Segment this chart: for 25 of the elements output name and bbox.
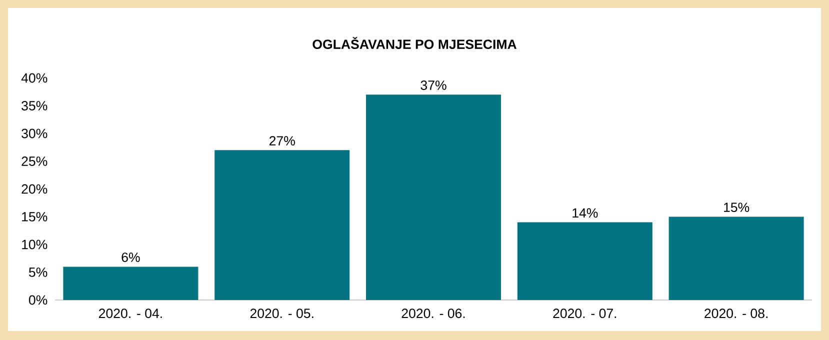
y-tick-label: 15% xyxy=(22,212,48,222)
y-tick-label: 0% xyxy=(28,295,48,305)
data-label: 15% xyxy=(724,202,750,212)
y-tick-label: 20% xyxy=(22,184,48,194)
x-tick-label: 2020. - 06. xyxy=(402,308,465,318)
y-tick-label: 30% xyxy=(22,128,48,138)
bar xyxy=(668,216,804,300)
y-tick-label: 5% xyxy=(28,268,48,277)
y-tick-label: 35% xyxy=(22,101,48,110)
data-label: 6% xyxy=(122,252,140,262)
x-tick-label: 2020. - 07. xyxy=(553,308,616,318)
bar xyxy=(366,94,502,300)
bar xyxy=(517,222,652,300)
data-label: 14% xyxy=(572,208,598,218)
data-label: 27% xyxy=(269,136,295,146)
y-tick-label: 25% xyxy=(22,156,48,166)
x-tick-label: 2020. - 08. xyxy=(704,308,768,318)
x-tick-label: 2020. - 04. xyxy=(98,308,162,318)
bar xyxy=(63,266,198,300)
data-label: 37% xyxy=(420,80,446,90)
x-tick-label: 2020. - 05. xyxy=(250,308,314,318)
bar xyxy=(214,150,350,300)
y-tick-label: 40% xyxy=(21,73,48,83)
y-tick-label: 10% xyxy=(22,240,48,250)
chart-title: OGLAŠAVANJE PO MJESECIMA xyxy=(312,36,516,50)
